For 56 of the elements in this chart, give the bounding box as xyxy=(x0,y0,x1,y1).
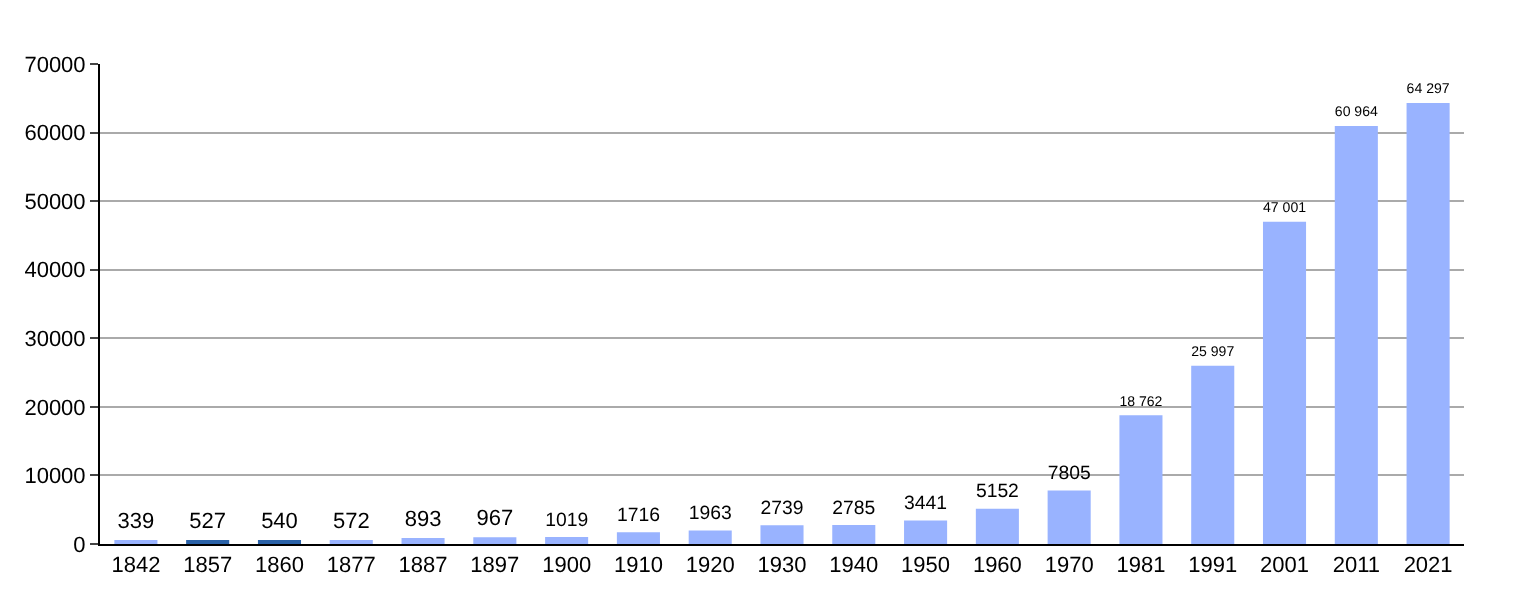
y-tick-label: 40000 xyxy=(24,259,86,284)
x-tick-label: 1970 xyxy=(1044,554,1094,579)
x-tick-label: 1860 xyxy=(255,554,304,579)
data-label: 893 xyxy=(404,507,442,532)
data-label: 3441 xyxy=(904,493,948,516)
bar xyxy=(1119,415,1163,544)
bar xyxy=(545,537,589,544)
data-label: 1963 xyxy=(688,503,732,526)
x-tick-label: 2021 xyxy=(1403,554,1453,579)
bar xyxy=(1262,221,1307,544)
y-tick-label: 30000 xyxy=(24,327,86,352)
x-tick-label: 1910 xyxy=(613,554,663,579)
x-tick-label: 1920 xyxy=(685,554,735,579)
bar xyxy=(1047,490,1091,544)
bar xyxy=(904,520,948,544)
x-tick-label: 1857 xyxy=(183,554,233,579)
x-tick-label: 1940 xyxy=(829,554,879,579)
bar xyxy=(401,537,445,544)
y-tick-label: 20000 xyxy=(24,396,86,421)
x-tick-label: 1960 xyxy=(972,554,1022,579)
y-tick-label: 50000 xyxy=(24,190,86,215)
bar xyxy=(975,508,1019,544)
bar xyxy=(760,525,804,544)
data-label: 2785 xyxy=(832,497,876,520)
bar xyxy=(688,530,732,544)
data-label: 1019 xyxy=(545,509,589,532)
bar xyxy=(1406,103,1450,544)
x-tick-label: 1981 xyxy=(1116,554,1166,579)
x-tick-label: 1842 xyxy=(111,554,161,579)
data-label: 1716 xyxy=(616,504,660,527)
x-tick-label: 1930 xyxy=(757,554,807,579)
x-tick-label: 2011 xyxy=(1332,554,1380,579)
data-label: 2739 xyxy=(760,497,804,520)
bar xyxy=(832,524,876,544)
x-tick-label: 1900 xyxy=(542,554,592,579)
x-tick-label: 1877 xyxy=(326,554,376,579)
x-tick-label: 1897 xyxy=(470,554,520,579)
data-label: 339 xyxy=(117,510,155,534)
x-tick-label: 1887 xyxy=(398,554,448,579)
bar xyxy=(616,532,660,544)
x-tick-label: 1991 xyxy=(1188,554,1238,579)
bar xyxy=(473,537,517,544)
y-tick-label: 60000 xyxy=(24,122,86,147)
x-tick-label: 2001 xyxy=(1260,554,1309,579)
bar xyxy=(1334,125,1378,544)
data-label: 5152 xyxy=(975,481,1019,504)
y-tick-label: 70000 xyxy=(24,53,86,78)
data-label: 572 xyxy=(332,510,370,534)
y-tick-label: 0 xyxy=(73,533,86,558)
x-tick-label: 1950 xyxy=(901,554,951,579)
data-label: 540 xyxy=(261,510,298,534)
data-label: 7805 xyxy=(1047,463,1091,486)
bar xyxy=(1191,365,1235,544)
data-label: 967 xyxy=(476,507,514,532)
y-tick-label: 10000 xyxy=(24,465,86,490)
data-label: 527 xyxy=(189,510,227,534)
